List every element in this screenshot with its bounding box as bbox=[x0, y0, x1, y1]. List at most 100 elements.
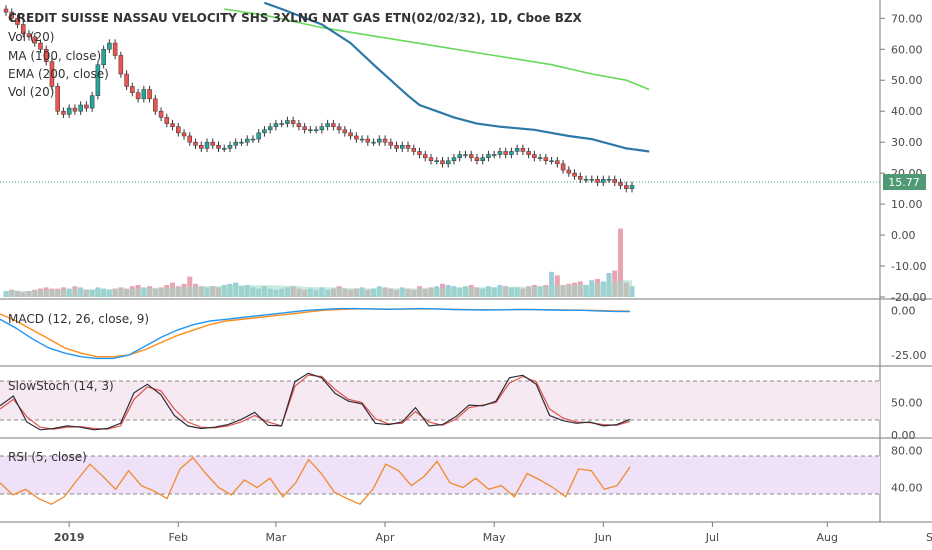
candle-body bbox=[486, 154, 491, 158]
candle-body bbox=[239, 141, 244, 144]
time-tick-label: Mar bbox=[266, 531, 287, 544]
time-tick-label: Jun bbox=[594, 531, 612, 544]
candle-body bbox=[434, 160, 439, 162]
candle-body bbox=[89, 95, 95, 109]
candle-body bbox=[55, 86, 60, 112]
candle-body bbox=[176, 126, 181, 134]
candle-body bbox=[135, 92, 141, 100]
price-tick-label: 40.00 bbox=[891, 105, 923, 118]
candle-body bbox=[532, 154, 537, 158]
candle-body bbox=[9, 11, 14, 19]
candle-body bbox=[325, 123, 330, 127]
candle-body bbox=[204, 141, 210, 149]
candle-body bbox=[417, 151, 422, 155]
candle-body bbox=[296, 123, 302, 127]
price-axis-ticks: -20.00-10.000.0010.0020.0030.0040.0050.0… bbox=[880, 12, 926, 304]
candle-body bbox=[181, 132, 187, 137]
candle-body bbox=[256, 132, 261, 140]
candle-body bbox=[589, 179, 595, 181]
candle-body bbox=[463, 154, 468, 156]
chart-title: CREDIT SUISSE NASSAU VELOCITY SHS 3XLNG … bbox=[8, 11, 583, 25]
stoch-tick-label: 50.00 bbox=[891, 397, 923, 410]
candle-body bbox=[193, 141, 198, 146]
volume-bar bbox=[618, 228, 624, 297]
candle-body bbox=[537, 157, 543, 159]
candle-body bbox=[170, 123, 175, 127]
last-price-tag bbox=[883, 174, 926, 190]
candle-body bbox=[624, 185, 629, 189]
candle-body bbox=[555, 160, 560, 165]
last-price-value: 15.77 bbox=[888, 176, 920, 189]
price-tick-label: 0.00 bbox=[891, 229, 916, 242]
ma-line-group bbox=[224, 1, 650, 153]
legend-ma-100: MA (100, close) bbox=[8, 49, 101, 63]
candle-body bbox=[331, 123, 336, 127]
candle-body bbox=[210, 141, 216, 146]
macd-group: 0.00 -25.00 bbox=[0, 304, 926, 362]
candle-body bbox=[543, 157, 549, 161]
rsi-tick-label: 80.00 bbox=[891, 444, 923, 457]
candle-body bbox=[572, 172, 577, 177]
price-tick-label: 50.00 bbox=[891, 74, 923, 87]
candle-body bbox=[187, 135, 193, 143]
candle-body bbox=[491, 154, 497, 156]
candle-body bbox=[336, 126, 342, 131]
stoch-label: SlowStoch (14, 3) bbox=[8, 379, 114, 393]
candle-body bbox=[66, 107, 72, 115]
candle-body bbox=[262, 129, 267, 134]
candlesticks bbox=[3, 5, 635, 193]
rsi-label: RSI (5, close) bbox=[8, 450, 87, 464]
candle-body bbox=[457, 154, 462, 158]
candle-body bbox=[595, 179, 600, 183]
candle-body bbox=[445, 160, 451, 165]
price-tick-label: -20.00 bbox=[891, 291, 926, 304]
candle-body bbox=[388, 141, 394, 146]
time-tick-label: May bbox=[483, 531, 506, 544]
legend-vol-20: Vol (20) bbox=[8, 30, 54, 44]
candle-body bbox=[233, 141, 238, 146]
stoch-band bbox=[0, 381, 880, 420]
candle-body bbox=[38, 42, 43, 50]
rsi-tick-label: 40.00 bbox=[891, 481, 923, 494]
candle-body bbox=[227, 145, 233, 149]
stoch-group: 0.00 50.00 bbox=[0, 372, 923, 442]
candle-body bbox=[141, 89, 147, 100]
candle-body bbox=[95, 64, 101, 96]
candle-body bbox=[20, 24, 26, 35]
time-axis-ticks: 2019 Feb Mar Apr May Jun Jul Aug Sep bbox=[54, 522, 932, 544]
candle-body bbox=[474, 157, 480, 161]
time-tick-label: 2019 bbox=[54, 531, 85, 544]
candle-body bbox=[480, 157, 485, 161]
candle-body bbox=[84, 104, 89, 109]
candle-body bbox=[112, 42, 118, 56]
candle-body bbox=[250, 138, 256, 141]
candle-body bbox=[371, 141, 376, 144]
candle-body bbox=[147, 89, 152, 100]
candle-body bbox=[3, 8, 9, 13]
candle-body bbox=[72, 107, 78, 112]
candle-body bbox=[468, 154, 474, 158]
macd-line bbox=[0, 307, 631, 360]
candle-body bbox=[313, 129, 319, 132]
candle-body bbox=[618, 182, 623, 186]
rsi-line bbox=[0, 456, 631, 505]
time-tick-label: Jul bbox=[705, 531, 719, 544]
volume-bars bbox=[3, 228, 635, 297]
price-tick-label: 10.00 bbox=[891, 198, 923, 211]
candle-body bbox=[422, 154, 428, 158]
candle-body bbox=[130, 86, 135, 93]
candle-body bbox=[308, 129, 313, 132]
candle-body bbox=[49, 61, 55, 87]
candle-body bbox=[400, 145, 405, 149]
candle-body bbox=[382, 138, 388, 143]
candle-body bbox=[118, 55, 124, 75]
candle-body bbox=[273, 123, 279, 127]
legend-vol-20-b: Vol (20) bbox=[8, 85, 54, 99]
macd-tick-label: 0.00 bbox=[891, 304, 916, 317]
candle-body bbox=[15, 18, 20, 25]
candle-body bbox=[216, 145, 221, 149]
candle-body bbox=[302, 126, 307, 131]
legend-ema-200: EMA (200, close) bbox=[8, 67, 109, 81]
price-tick-label: 30.00 bbox=[891, 136, 923, 149]
